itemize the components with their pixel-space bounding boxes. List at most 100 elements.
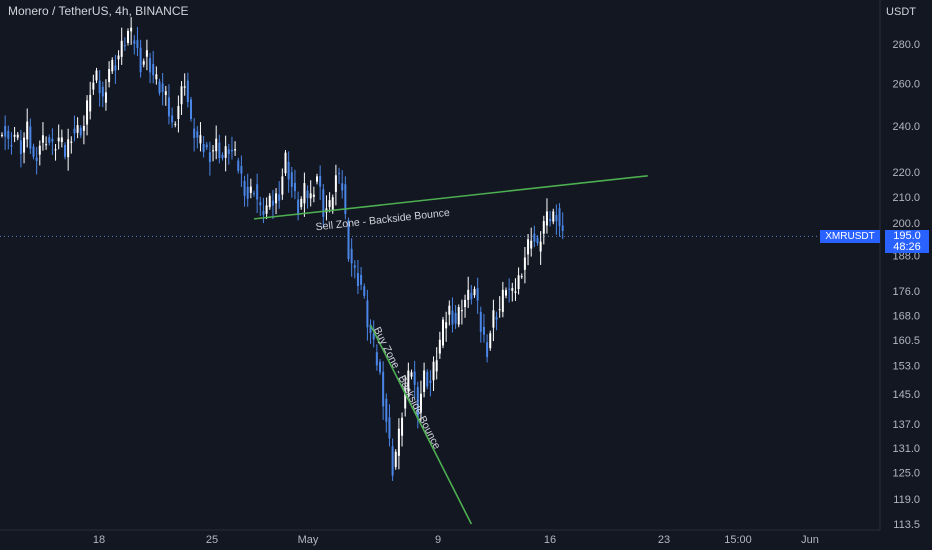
- candle-body: [230, 149, 233, 152]
- candle-body: [536, 237, 539, 244]
- candle-body: [41, 135, 44, 143]
- candle-body: [457, 307, 460, 325]
- candle-body: [350, 248, 353, 264]
- candle-body: [489, 333, 492, 349]
- candle-body: [123, 45, 126, 47]
- candle-body: [287, 161, 290, 180]
- candle-body: [328, 200, 331, 208]
- candle-body: [366, 300, 369, 328]
- candle-body: [196, 131, 199, 138]
- candle-body: [435, 360, 438, 372]
- candle-body: [517, 275, 520, 290]
- time-axis[interactable]: 18 25 May 9 16 23 15:00 Jun: [93, 534, 819, 546]
- candle-body: [60, 137, 63, 143]
- candle-body: [442, 319, 444, 346]
- last-price-tag: 195.0 48:26: [885, 230, 929, 253]
- x-tick-label: 25: [206, 534, 218, 546]
- candle-body: [316, 176, 318, 182]
- x-tick-label: Jun: [801, 534, 819, 546]
- candle-body: [101, 86, 104, 97]
- candle-body: [199, 135, 202, 144]
- candle-body: [111, 60, 114, 72]
- candle-body: [268, 195, 271, 208]
- candle-body: [271, 200, 274, 206]
- candle-body: [89, 94, 92, 112]
- candle-body: [438, 339, 441, 354]
- candle-body: [297, 199, 300, 216]
- candle-body: [385, 398, 388, 422]
- candle-body: [234, 149, 237, 151]
- candle-body: [79, 127, 82, 136]
- candle-body: [205, 144, 208, 148]
- candle-body: [322, 189, 325, 217]
- candle-body: [136, 40, 139, 49]
- candle-body: [38, 145, 41, 155]
- candle-body: [243, 181, 246, 196]
- candle-body: [401, 417, 404, 436]
- candle-body: [454, 312, 457, 324]
- last-price-value: 195.0: [893, 230, 921, 242]
- candle-body: [369, 324, 372, 334]
- candle-body: [413, 371, 416, 385]
- candle-body: [520, 276, 523, 278]
- candle-body: [51, 138, 54, 142]
- candle-body: [275, 193, 278, 204]
- y-tick-label: 125.0: [892, 468, 920, 480]
- candle-body: [558, 208, 561, 226]
- candle-body: [303, 183, 306, 204]
- candle-body: [249, 186, 252, 193]
- candle-body: [221, 154, 224, 158]
- candle-body: [523, 257, 526, 270]
- candle-body: [372, 333, 375, 340]
- x-tick-label: May: [298, 534, 319, 546]
- candle-body: [514, 291, 517, 293]
- candle-body: [224, 146, 227, 158]
- candle-body: [16, 134, 19, 138]
- currency-label: USDT: [886, 6, 916, 18]
- candle-body: [218, 142, 221, 159]
- price-axis[interactable]: 280.0 260.0 240.0 220.0 210.0 200.0 188.0 176.0…: [892, 39, 920, 531]
- candle-body: [467, 289, 470, 300]
- candle-body: [319, 175, 322, 187]
- candle-body: [379, 361, 381, 373]
- candle-body: [356, 272, 359, 286]
- y-tick-label: 168.0: [892, 311, 920, 323]
- candles: [1, 17, 564, 481]
- x-tick-label: 9: [435, 534, 441, 546]
- y-tick-label: 240.0: [892, 121, 920, 133]
- candle-body: [73, 128, 76, 134]
- candle-body: [183, 86, 186, 88]
- candle-body: [533, 233, 536, 242]
- candle-body: [397, 428, 400, 456]
- candle-body: [334, 175, 337, 192]
- candle-body: [404, 388, 407, 409]
- candle-body: [190, 99, 192, 119]
- candle-body: [542, 221, 545, 234]
- candle-body: [492, 310, 495, 328]
- candle-body: [127, 30, 129, 43]
- candle-body: [265, 205, 268, 214]
- candle-body: [410, 372, 413, 377]
- candle-body: [152, 63, 155, 76]
- candle-body: [142, 61, 145, 65]
- candle-body: [64, 144, 66, 157]
- candle-body: [388, 417, 391, 439]
- candle-body: [445, 322, 448, 329]
- candle-body: [363, 286, 366, 296]
- chart-title: Monero / TetherUS, 4h, BINANCE: [8, 4, 189, 18]
- candle-body: [293, 182, 296, 192]
- candle-body: [382, 371, 385, 407]
- candle-body: [19, 140, 22, 154]
- y-tick-label: 131.0: [892, 443, 920, 455]
- candle-body: [460, 310, 463, 312]
- candle-body: [253, 193, 255, 195]
- candle-body: [498, 309, 501, 311]
- candle-body: [158, 81, 161, 93]
- candle-body: [300, 198, 303, 208]
- candle-body: [114, 65, 117, 71]
- candle-body: [202, 143, 205, 153]
- candle-body: [149, 58, 152, 73]
- y-tick-label: 153.0: [892, 360, 920, 372]
